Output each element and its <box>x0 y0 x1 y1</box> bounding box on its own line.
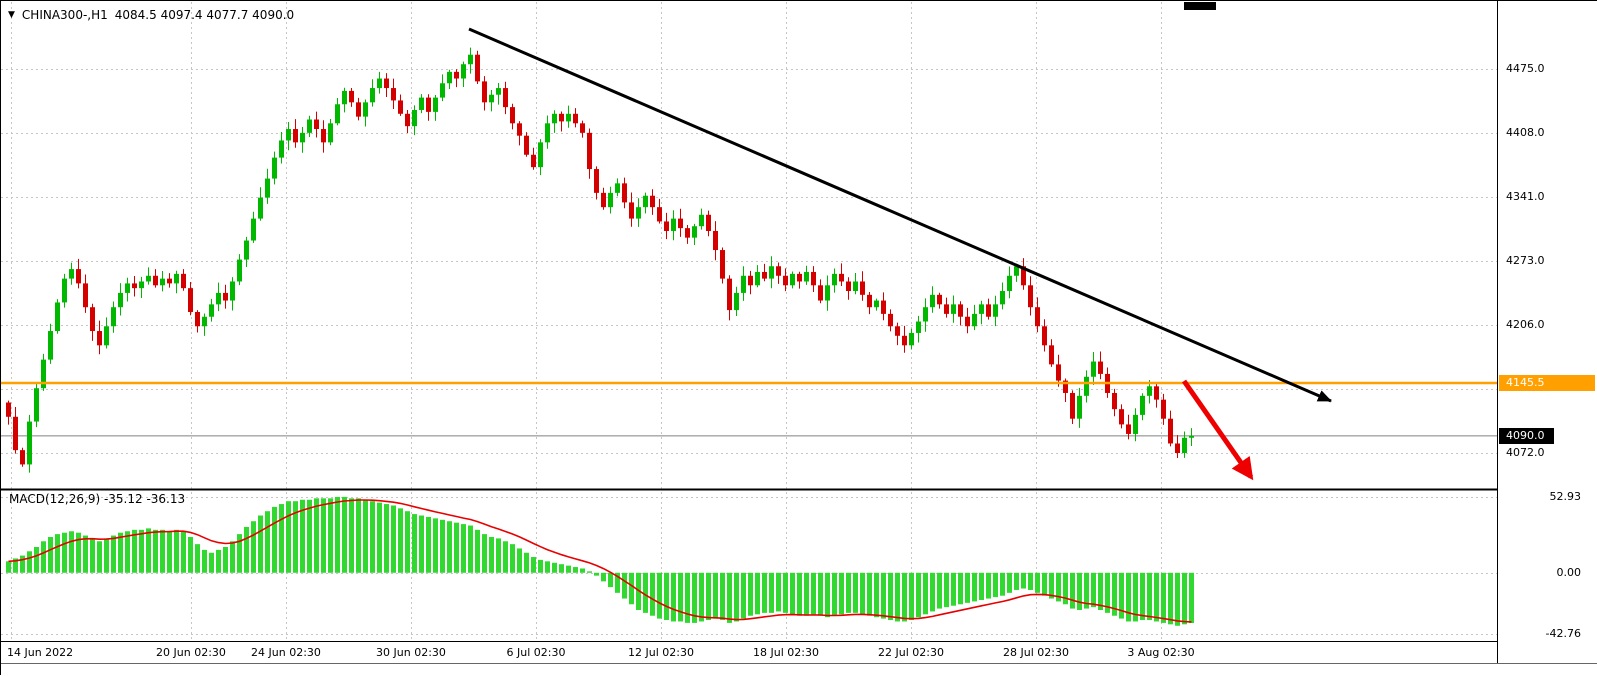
price-axis-label: 4341.0 <box>1506 190 1545 203</box>
window-bottom-border <box>1 663 1597 664</box>
hline-price-badge: 4145.5 <box>1499 375 1595 391</box>
macd-axis-label: 52.93 <box>1549 490 1582 503</box>
red-trend-arrow[interactable] <box>1181 379 1254 481</box>
date-axis-label: 6 Jul 02:30 <box>506 646 566 659</box>
macd-axis-label: 0.00 <box>1556 566 1582 579</box>
macd-histogram <box>6 496 1194 626</box>
black-trend-arrow[interactable] <box>468 27 1332 403</box>
date-axis-label: 22 Jul 02:30 <box>878 646 944 659</box>
price-axis-label: 4273.0 <box>1506 254 1545 267</box>
date-axis-label: 12 Jul 02:30 <box>628 646 694 659</box>
date-axis-label: 28 Jul 02:30 <box>1003 646 1069 659</box>
scrollbar-thumb[interactable] <box>1184 2 1216 10</box>
price-axis-label: 4408.0 <box>1506 126 1545 139</box>
chart-canvas[interactable] <box>1 1 1498 664</box>
date-axis-label: 30 Jun 02:30 <box>376 646 446 659</box>
date-axis-label: 14 Jun 2022 <box>7 646 74 659</box>
price-axis-label: 4072.0 <box>1506 446 1545 459</box>
symbol-dropdown-icon[interactable]: ▼ <box>8 10 15 20</box>
current-price-badge: 4090.0 <box>1499 428 1554 444</box>
price-axis-label: 4475.0 <box>1506 62 1545 75</box>
ohlc-values: 4084.5 4097.4 4077.7 4090.0 <box>114 8 295 22</box>
date-axis-label: 24 Jun 02:30 <box>251 646 321 659</box>
symbol-timeframe-label: CHINA300-,H1 <box>21 8 108 22</box>
date-axis-label: 3 Aug 02:30 <box>1127 646 1195 659</box>
date-axis-label: 18 Jul 02:30 <box>753 646 819 659</box>
date-axis-label: 20 Jun 02:30 <box>156 646 226 659</box>
price-axis[interactable]: 4475.0 4408.0 4341.0 4273.0 4206.0 4072.0 52.9… <box>1498 1 1597 676</box>
macd-axis-label: -42.76 <box>1545 627 1581 640</box>
chart-header: ▼ CHINA300-,H1 4084.5 4097.4 4077.7 4090… <box>8 8 294 22</box>
price-axis-label: 4206.0 <box>1506 318 1545 331</box>
date-axis[interactable]: 14 Jun 2022 20 Jun 02:30 24 Jun 02:30 30 Ju… <box>1 642 1498 664</box>
macd-signal-line <box>8 499 1192 623</box>
candlestick-series <box>6 47 1194 473</box>
gridlines <box>1 2 1498 641</box>
macd-indicator-label: MACD(12,26,9) -35.12 -36.13 <box>9 492 186 506</box>
panel-borders <box>1 1 1498 663</box>
